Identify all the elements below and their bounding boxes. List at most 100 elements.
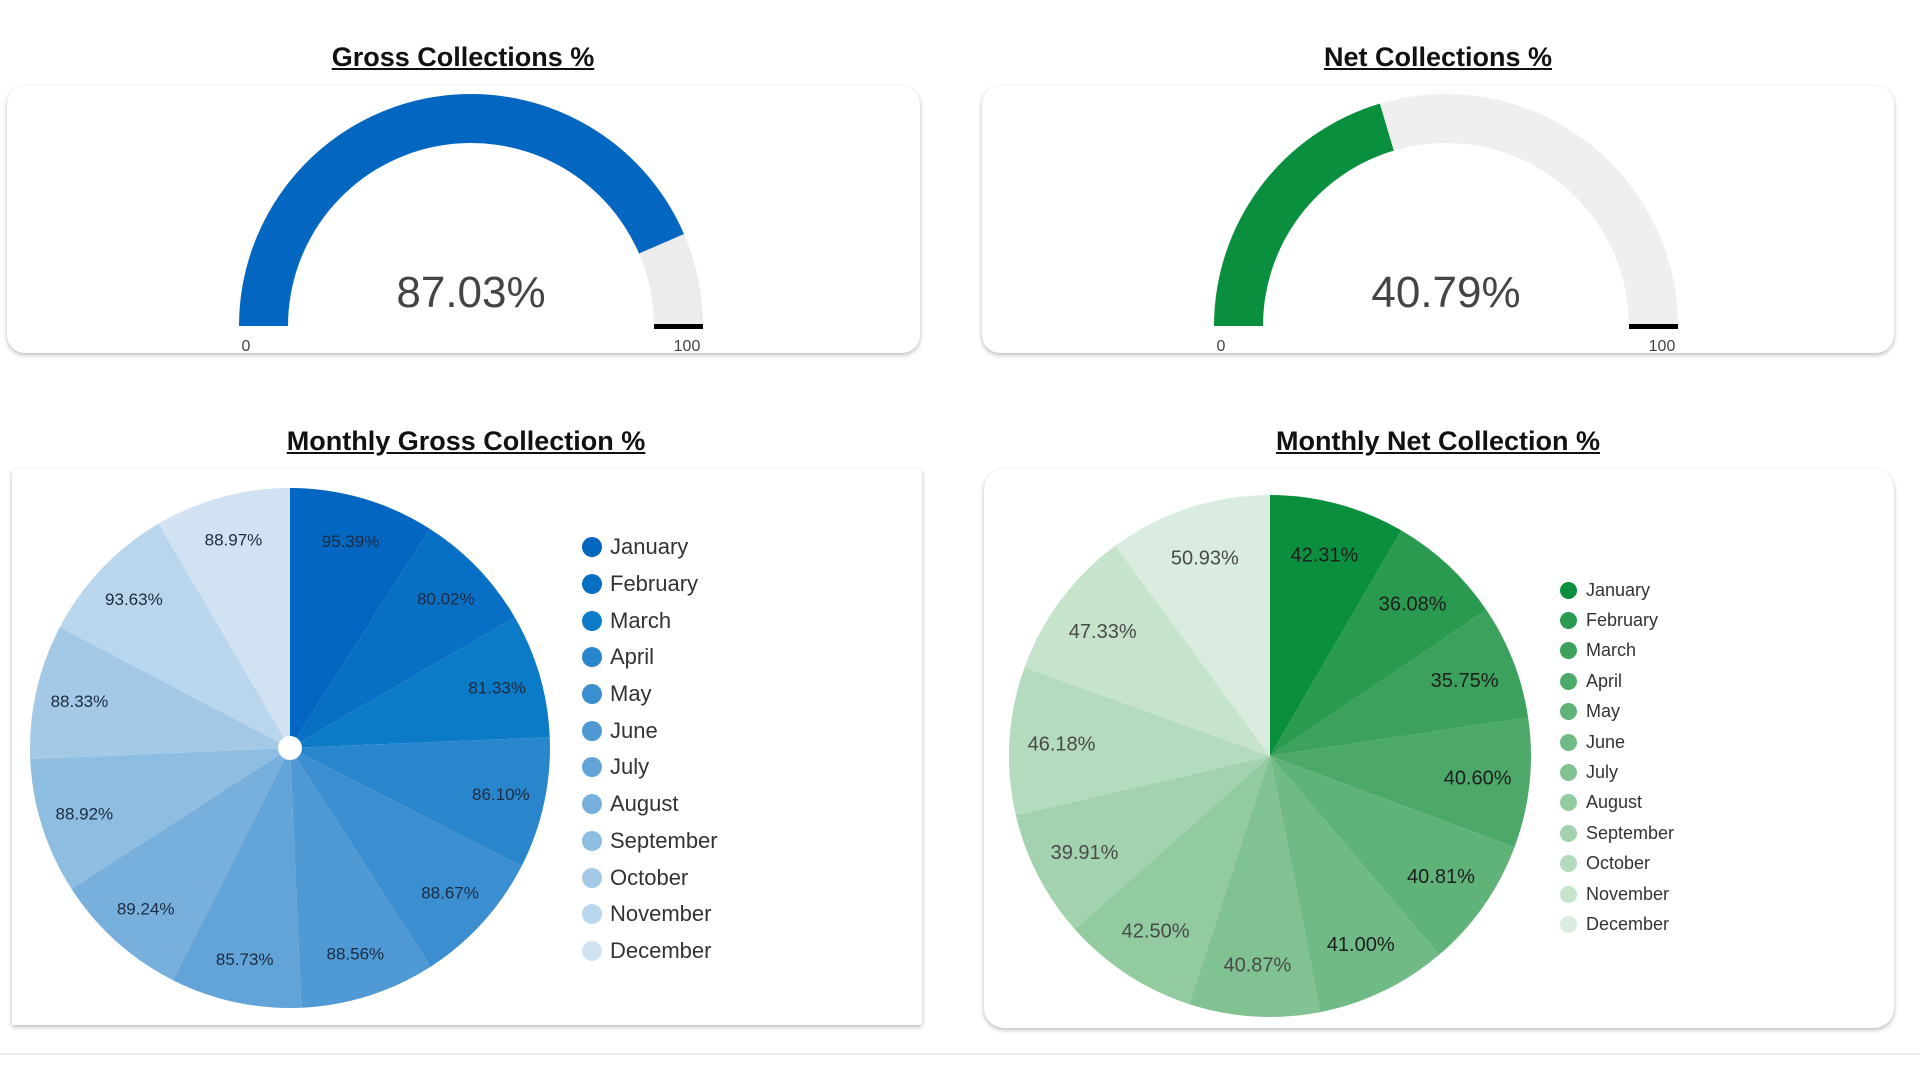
pie-slice-july[interactable] bbox=[173, 748, 302, 1008]
legend-item-june[interactable]: June bbox=[1560, 727, 1674, 757]
pie-center-hole bbox=[278, 736, 302, 760]
legend-label: July bbox=[610, 754, 650, 780]
legend-item-november[interactable]: November bbox=[1560, 879, 1674, 909]
gross-gauge bbox=[239, 94, 703, 329]
legend-item-march[interactable]: March bbox=[1560, 636, 1674, 666]
slice-data-label: 47.33% bbox=[1069, 621, 1137, 643]
legend-item-october[interactable]: October bbox=[1560, 849, 1674, 879]
slice-data-label: 93.63% bbox=[105, 590, 163, 609]
gauge-min-label: 0 bbox=[241, 338, 251, 353]
pie-slice-july[interactable] bbox=[1189, 756, 1321, 1018]
bottom-divider bbox=[0, 1053, 1920, 1055]
legend-item-july[interactable]: July bbox=[582, 749, 718, 786]
legend-item-september[interactable]: September bbox=[1560, 818, 1674, 848]
slice-data-label: 86.10% bbox=[472, 785, 530, 804]
pie-slice-august[interactable] bbox=[71, 748, 290, 981]
pie-slice-december[interactable] bbox=[1115, 495, 1270, 756]
legend-item-april[interactable]: April bbox=[1560, 666, 1674, 696]
gauge-max-marker bbox=[1629, 324, 1678, 329]
pie-slice-may[interactable] bbox=[1270, 756, 1515, 955]
pie-slice-march[interactable] bbox=[1270, 609, 1529, 756]
pie-slice-january[interactable] bbox=[1270, 495, 1402, 756]
net-gauge bbox=[1214, 94, 1678, 329]
legend-label: March bbox=[1586, 640, 1637, 661]
legend-swatch-icon bbox=[1560, 733, 1577, 751]
legend-item-june[interactable]: June bbox=[582, 712, 718, 749]
slice-data-label: 41.00% bbox=[1327, 934, 1395, 956]
legend-item-december[interactable]: December bbox=[1560, 909, 1674, 939]
pie-slice-january[interactable] bbox=[290, 488, 430, 748]
slice-data-label: 39.91% bbox=[1051, 842, 1119, 864]
legend-item-april[interactable]: April bbox=[582, 639, 718, 676]
slice-data-label: 95.39% bbox=[322, 532, 380, 551]
pie-slice-september[interactable] bbox=[30, 748, 290, 889]
legend-item-january[interactable]: January bbox=[1560, 575, 1674, 605]
legend-item-february[interactable]: February bbox=[1560, 605, 1674, 635]
legend-swatch-icon bbox=[1560, 642, 1577, 660]
pie-slice-december[interactable] bbox=[158, 488, 290, 748]
gauge-max-label: 100 bbox=[1648, 338, 1676, 353]
pie-slice-november[interactable] bbox=[1024, 545, 1270, 756]
pie-slice-april[interactable] bbox=[1270, 717, 1531, 848]
net-gauge-card: 40.79% 0 100 bbox=[982, 86, 1894, 353]
slice-data-label: 42.50% bbox=[1122, 921, 1190, 943]
legend-item-december[interactable]: December bbox=[582, 933, 718, 970]
legend-item-october[interactable]: October bbox=[582, 859, 718, 896]
pie-slice-october[interactable] bbox=[29, 627, 290, 760]
legend-item-august[interactable]: August bbox=[1560, 788, 1674, 818]
pie-slice-september[interactable] bbox=[1015, 756, 1270, 930]
legend-item-february[interactable]: February bbox=[582, 566, 718, 603]
slice-data-label: 40.81% bbox=[1407, 866, 1475, 888]
legend-swatch-icon bbox=[1560, 885, 1577, 903]
legend-item-march[interactable]: March bbox=[582, 602, 718, 639]
net-pie-chart: 42.31% 36.08% 35.75% 40.60% 40.81% 41.00% 40.8… bbox=[1009, 495, 1531, 1018]
legend-swatch-icon bbox=[582, 537, 602, 558]
legend-swatch-icon bbox=[582, 720, 602, 741]
slice-data-label: 88.67% bbox=[421, 884, 479, 903]
pie-slice-august[interactable] bbox=[1074, 756, 1270, 1005]
legend-label: February bbox=[610, 571, 699, 597]
slice-data-label: 88.33% bbox=[51, 692, 109, 711]
pie-slice-march[interactable] bbox=[290, 617, 550, 748]
legend-swatch-icon bbox=[582, 647, 602, 668]
pie-slice-february[interactable] bbox=[290, 528, 515, 748]
slice-data-label: 40.87% bbox=[1223, 954, 1291, 976]
pie-slice-april[interactable] bbox=[290, 737, 550, 867]
legend-item-may[interactable]: May bbox=[1560, 697, 1674, 727]
legend-item-september[interactable]: September bbox=[582, 823, 718, 860]
pie-slice-october[interactable] bbox=[1009, 667, 1270, 816]
legend-label: May bbox=[610, 681, 652, 707]
legend-label: November bbox=[610, 901, 712, 927]
slice-data-label: 80.02% bbox=[417, 590, 475, 609]
legend-label: November bbox=[1586, 883, 1670, 904]
pie-slice-february[interactable] bbox=[1270, 530, 1487, 756]
legend-swatch-icon bbox=[1560, 703, 1577, 721]
pie-slice-june[interactable] bbox=[1270, 756, 1440, 1013]
slice-data-label: 88.92% bbox=[56, 804, 114, 823]
gauge-value-arc bbox=[239, 94, 685, 326]
gauge-max-label: 100 bbox=[673, 338, 701, 353]
gross-pie-chart: 95.39% 80.02% 81.33% 86.10% 88.67% 88.56% 85.7… bbox=[29, 488, 550, 1008]
legend-label: September bbox=[610, 827, 718, 853]
legend-swatch-icon bbox=[1560, 794, 1577, 812]
gauge-value-arc bbox=[1214, 103, 1394, 326]
pie-slice-november[interactable] bbox=[59, 523, 290, 748]
pie-slice-june[interactable] bbox=[290, 748, 431, 1008]
legend-swatch-icon bbox=[582, 940, 602, 961]
legend-label: February bbox=[1586, 610, 1659, 631]
legend-swatch-icon bbox=[1560, 915, 1577, 933]
legend-item-may[interactable]: May bbox=[582, 676, 718, 713]
slice-data-label: 36.08% bbox=[1379, 594, 1447, 616]
legend-swatch-icon bbox=[582, 867, 602, 888]
legend-label: July bbox=[1586, 762, 1619, 783]
legend-label: June bbox=[1586, 731, 1626, 752]
legend-label: April bbox=[610, 644, 655, 670]
legend-item-july[interactable]: July bbox=[1560, 757, 1674, 787]
legend-item-january[interactable]: January bbox=[582, 529, 718, 566]
legend-item-august[interactable]: August bbox=[582, 786, 718, 823]
pie-slice-may[interactable] bbox=[290, 748, 522, 967]
legend-label: January bbox=[610, 534, 689, 560]
legend-item-november[interactable]: November bbox=[582, 896, 718, 933]
legend-label: October bbox=[1586, 853, 1651, 874]
legend-swatch-icon bbox=[582, 684, 602, 705]
